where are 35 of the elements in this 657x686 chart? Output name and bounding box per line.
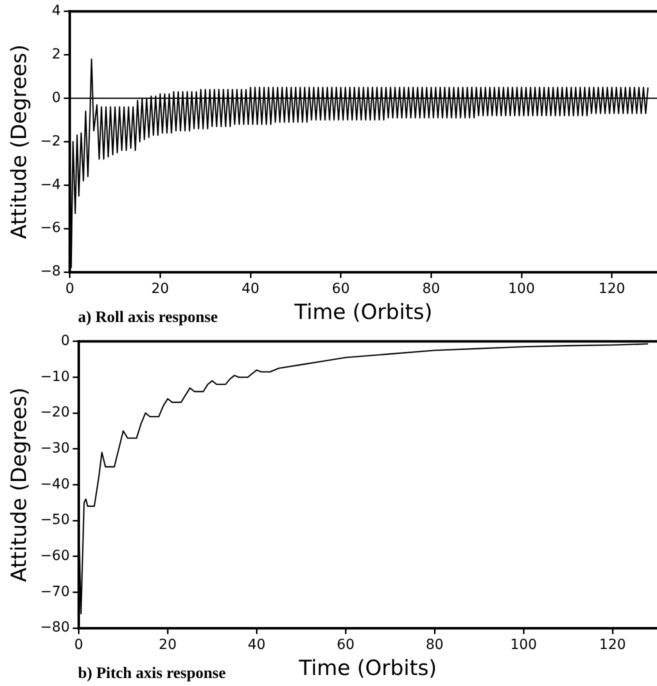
y-tick-label: −70 [40,584,70,600]
y-tick-label: −4 [40,176,61,193]
x-tick-label: 60 [336,637,355,654]
x-tick-label: 80 [426,637,444,654]
y-tick-label: −40 [40,476,70,492]
x-axis-title: Time (Orbits) [293,300,432,324]
y-tick-label: −60 [40,548,70,564]
x-tick-label: 100 [508,281,535,298]
x-tick-label: 40 [248,637,266,654]
y-tick-label: −2 [40,133,61,150]
y-tick-label: −8 [40,264,61,280]
x-tick-label: 100 [510,637,537,654]
x-tick-label: 120 [598,281,626,298]
y-tick-label: −80 [40,620,70,636]
x-axis-title: Time (Orbits) [298,656,437,680]
x-tick-label: 0 [74,637,84,654]
text: a) Roll axis response [78,309,218,326]
y-axis-title: Attitude (Degrees) [7,44,32,239]
y-tick-label: −50 [40,512,70,528]
text: b) Pitch axis response [78,665,226,682]
x-tick-label: 20 [151,281,170,298]
x-tick-label: 80 [422,281,440,298]
y-tick-label: 0 [52,90,61,106]
y-tick-label: −20 [40,404,70,421]
y-axis-title: Attitude (Degrees) [7,387,32,582]
x-tick-label: 20 [158,637,177,654]
y-tick-label: 4 [52,3,61,20]
x-tick-label: 120 [599,637,626,654]
y-tick-label: −10 [40,368,70,385]
y-tick-label: −30 [40,440,70,457]
y-tick-label: −6 [40,220,61,236]
y-tick-label: 2 [52,46,61,62]
y-tick-label: 0 [60,333,70,350]
x-tick-label: 40 [242,281,260,298]
x-tick-label: 60 [332,281,350,298]
